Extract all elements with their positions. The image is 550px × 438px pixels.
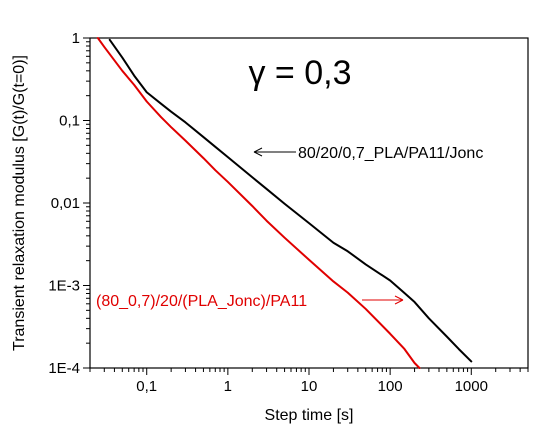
x-tick-label: 1000 <box>455 378 488 395</box>
x-axis-title: Step time [s] <box>265 407 354 424</box>
y-tick-label: 0,1 <box>59 113 80 130</box>
y-tick-label: 0,01 <box>51 195 80 212</box>
x-tick-label: 10 <box>301 378 318 395</box>
annotation-black-arrowhead <box>253 147 263 157</box>
annotation-black: 80/20/0,7_PLA/PA11/Jonc <box>253 145 483 162</box>
x-tick-label: 1 <box>224 378 232 395</box>
annotation-red-text: (80_0,7)/20/(PLA_Jonc)/PA11 <box>96 293 307 310</box>
tick-labels: 0,1 1 10 100 1000 1 0,1 0,01 1E-3 1E-4 <box>48 30 488 395</box>
x-tick-label: 0,1 <box>136 378 157 395</box>
x-tick-label: 100 <box>378 378 403 395</box>
series-lines <box>96 37 473 369</box>
series-line-0 <box>108 38 473 363</box>
annotation-red-arrowhead <box>394 295 404 305</box>
y-tick-label: 1 <box>72 30 80 47</box>
y-axis-title: Transient relaxation modulus [G(t)/G(t=0… <box>11 55 28 351</box>
annotation-black-text: 80/20/0,7_PLA/PA11/Jonc <box>298 145 483 162</box>
y-tick-label: 1E-4 <box>48 360 80 377</box>
chart-title: γ = 0,3 <box>248 54 351 92</box>
y-tick-label: 1E-3 <box>48 278 80 295</box>
series-line-1 <box>96 37 421 369</box>
annotation-red: (80_0,7)/20/(PLA_Jonc)/PA11 <box>96 293 404 310</box>
tick-marks <box>83 37 529 375</box>
